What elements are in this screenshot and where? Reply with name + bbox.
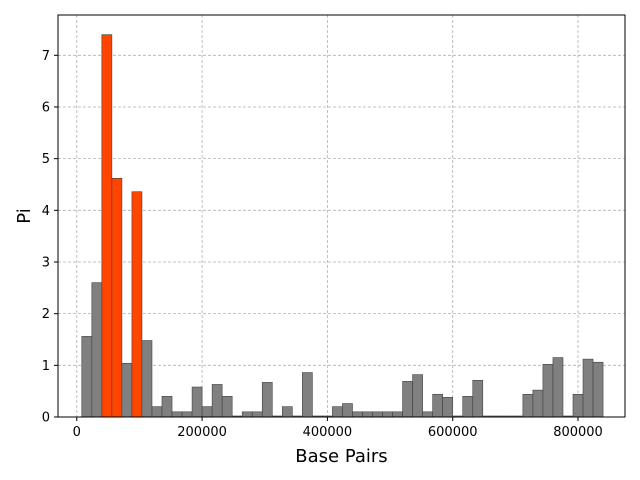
bar — [261, 382, 273, 418]
x-tick-label: 0 — [73, 425, 81, 440]
bar — [81, 336, 93, 418]
y-axis-label: Pi — [14, 208, 35, 223]
bar — [362, 411, 373, 418]
bar — [352, 411, 363, 418]
x-tick-label: 200000 — [177, 425, 227, 440]
bar — [302, 372, 313, 418]
y-tick-label: 5 — [42, 152, 50, 167]
bar — [171, 411, 183, 418]
bar — [211, 384, 223, 418]
x-tick-label: 600000 — [428, 425, 478, 440]
y-tick-label: 2 — [42, 307, 50, 322]
bar — [392, 411, 403, 418]
bar — [522, 393, 534, 418]
bar — [201, 406, 213, 418]
bar — [91, 282, 103, 418]
bar — [382, 411, 393, 418]
y-tick-label: 0 — [42, 411, 50, 426]
bar — [111, 177, 123, 418]
bar — [151, 406, 163, 418]
bar — [251, 411, 263, 418]
x-tick-label: 800000 — [553, 425, 603, 440]
bar — [221, 396, 233, 418]
y-tick-label: 4 — [42, 204, 50, 219]
bar — [191, 386, 203, 418]
bar — [101, 34, 113, 418]
bar — [432, 393, 443, 418]
x-axis-ticks: 0 200000 400000 600000 800000 — [73, 417, 603, 440]
bar — [552, 357, 564, 418]
y-tick-label: 3 — [42, 255, 50, 270]
bar — [141, 340, 153, 418]
y-axis-ticks: 0 1 2 3 4 5 6 7 — [42, 49, 58, 426]
y-tick-label: 7 — [42, 49, 50, 64]
bar — [412, 374, 423, 418]
bar — [332, 406, 343, 418]
x-tick-label: 400000 — [303, 425, 353, 440]
bar — [582, 358, 594, 418]
plot-frame — [57, 14, 626, 418]
x-axis-label: Base Pairs — [295, 446, 387, 467]
bar — [121, 362, 133, 418]
y-tick-label: 1 — [42, 359, 50, 374]
bar — [462, 396, 474, 418]
bar — [181, 411, 193, 418]
bar — [572, 393, 584, 418]
bar — [131, 191, 143, 418]
bar — [442, 397, 454, 418]
y-tick-label: 6 — [42, 100, 50, 115]
bar — [542, 363, 554, 418]
bar — [372, 411, 383, 418]
bar — [422, 411, 433, 418]
bars-group — [81, 34, 604, 418]
bar — [532, 389, 544, 418]
bar — [342, 403, 353, 418]
bar — [281, 406, 293, 418]
bar — [592, 361, 604, 418]
bar — [402, 381, 413, 418]
bar — [472, 380, 484, 418]
bar — [241, 411, 253, 418]
bar — [161, 396, 173, 418]
